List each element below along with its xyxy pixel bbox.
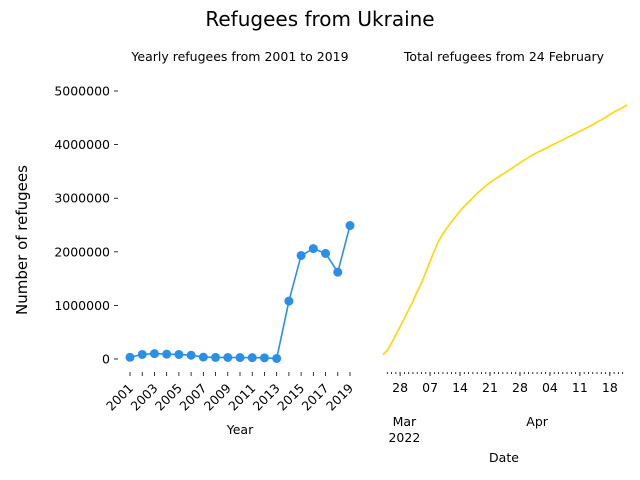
left-y-tick-label: 4000000	[54, 137, 110, 152]
shared-y-axis-label: Number of refugees	[13, 165, 31, 315]
right-x-tick-label: 18	[602, 380, 618, 395]
left-data-point	[259, 353, 269, 363]
left-data-point	[308, 244, 318, 254]
left-y-tick-label: 0	[102, 352, 110, 367]
left-data-point	[235, 353, 245, 363]
left-data-point	[296, 251, 306, 261]
left-y-tick-label: 2000000	[54, 244, 110, 259]
left-data-point	[174, 349, 184, 359]
left-y-tick-label: 1000000	[54, 298, 110, 313]
right-month-label: Mar 2022	[388, 414, 420, 445]
left-data-point	[186, 350, 196, 360]
left-x-tick-label: 2007	[176, 381, 209, 414]
left-data-point	[198, 352, 208, 362]
right-month-label: Apr	[526, 414, 548, 429]
left-series-line	[129, 225, 351, 360]
left-x-tick-label: 2005	[152, 381, 185, 414]
left-x-tick-label: 2001	[103, 381, 136, 414]
left-data-point	[223, 352, 233, 362]
right-x-tick-label: 11	[572, 380, 588, 395]
left-x-tick-label: 2009	[201, 380, 234, 413]
figure-title: Refugees from Ukraine	[205, 7, 434, 31]
left-data-point	[211, 352, 221, 362]
left-y-ticks: 0 1000000 2000000 3000000 4000000 5000000	[54, 84, 118, 367]
left-data-point	[345, 221, 355, 231]
left-y-tick-label: 3000000	[54, 191, 110, 206]
left-data-point	[333, 267, 343, 277]
left-x-tick-label: 2015	[274, 381, 307, 414]
left-data-point	[321, 248, 331, 258]
right-x-axis-label: Date	[489, 450, 519, 465]
left-chart-title: Yearly refugees from 2001 to 2019	[130, 49, 348, 64]
right-plot-area	[382, 104, 628, 356]
right-x-tick-label: 28	[392, 380, 408, 395]
left-data-point	[125, 352, 135, 362]
left-chart: Yearly refugees from 2001 to 2019 Year 0…	[54, 49, 356, 437]
right-x-tick-label: 07	[422, 380, 438, 395]
left-x-tick-label: 2003	[127, 381, 160, 414]
left-data-point	[137, 349, 147, 359]
right-x-tick-label: 14	[452, 380, 468, 395]
left-x-tick-label: 2017	[299, 381, 332, 414]
left-plot-area	[125, 221, 355, 363]
right-chart-title: Total refugees from 24 February	[403, 49, 605, 64]
right-series-line	[382, 104, 628, 356]
left-data-point	[247, 353, 257, 363]
left-data-point	[284, 296, 294, 306]
right-x-tick-label: 21	[482, 380, 498, 395]
left-x-tick-label: 2011	[225, 381, 258, 414]
right-x-tick-label: 28	[512, 380, 528, 395]
left-x-tick-label: 2013	[250, 381, 283, 414]
left-x-axis-label: Year	[226, 422, 254, 437]
right-chart: Total refugees from 24 February Date 28 0…	[382, 49, 628, 465]
left-y-tick-label: 5000000	[54, 84, 110, 99]
left-data-point	[149, 349, 159, 359]
left-data-point	[162, 349, 172, 359]
right-x-tick-label: 04	[542, 380, 558, 395]
left-data-point	[272, 353, 282, 363]
left-x-tick-label: 2019	[323, 380, 356, 413]
right-x-ticks: 28 07 14 21 28 04 11 18 Mar 2022 Apr	[386, 372, 624, 445]
